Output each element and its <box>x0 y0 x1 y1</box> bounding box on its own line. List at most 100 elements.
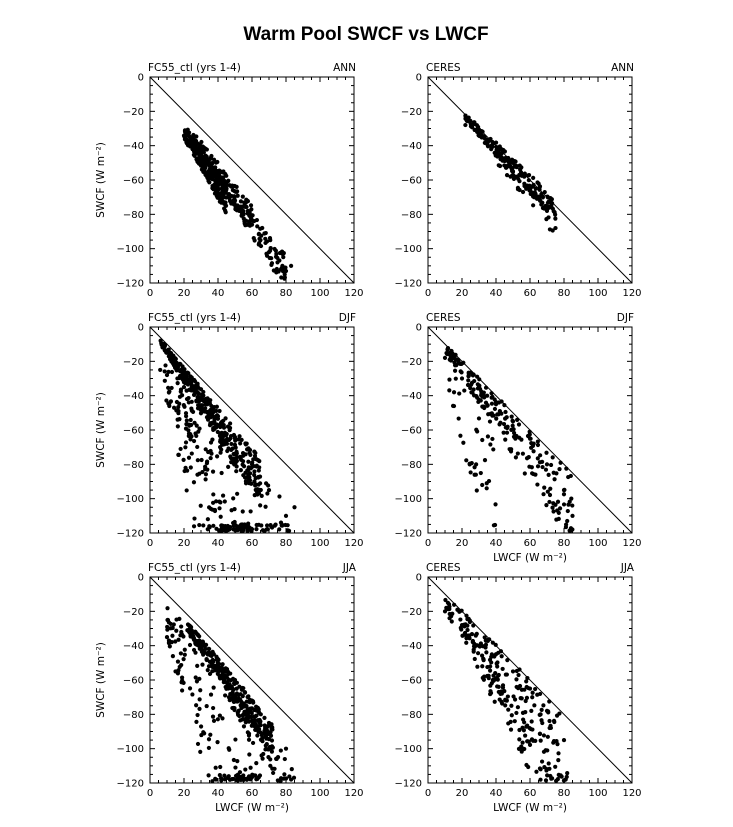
panel-right-label: DJF <box>617 312 634 324</box>
data-point <box>186 428 191 433</box>
data-point <box>530 690 535 695</box>
data-point <box>167 403 172 409</box>
data-point <box>464 458 469 463</box>
data-point <box>447 616 452 621</box>
data-point <box>542 765 547 770</box>
data-point <box>464 640 469 645</box>
data-point <box>552 477 557 482</box>
data-point <box>170 654 176 659</box>
data-point <box>282 275 287 280</box>
data-point <box>218 514 223 519</box>
data-point <box>187 686 193 691</box>
data-point <box>187 629 192 635</box>
data-point <box>231 523 236 529</box>
data-point <box>206 773 211 778</box>
data-point <box>243 720 248 725</box>
data-point <box>454 363 459 368</box>
data-point <box>462 388 467 393</box>
data-point <box>232 436 238 441</box>
data-point <box>570 503 575 508</box>
data-point <box>545 489 550 494</box>
data-point <box>240 694 245 699</box>
data-point <box>193 650 198 655</box>
data-point <box>493 502 498 507</box>
x-tick-label: 20 <box>178 288 191 299</box>
data-point <box>461 440 466 445</box>
x-tick-label: 40 <box>490 538 503 549</box>
data-point <box>535 180 540 185</box>
data-point <box>238 523 243 528</box>
data-point <box>495 412 500 417</box>
data-point <box>546 472 551 477</box>
data-point <box>263 747 268 752</box>
data-point <box>544 503 549 508</box>
data-point <box>517 737 522 742</box>
data-point <box>197 148 202 153</box>
data-point <box>483 645 488 650</box>
data-point <box>227 747 232 752</box>
data-point <box>493 152 499 157</box>
data-point <box>538 453 543 458</box>
data-point <box>525 739 530 744</box>
data-point <box>173 639 178 644</box>
data-point <box>553 225 558 231</box>
data-point <box>475 651 481 656</box>
data-point <box>561 492 567 497</box>
data-point <box>548 462 554 468</box>
data-point <box>228 524 233 530</box>
y-tick-label: −40 <box>123 641 144 652</box>
data-point <box>504 430 510 435</box>
data-point <box>487 637 492 642</box>
data-point <box>236 696 241 701</box>
scatter-points <box>164 606 297 784</box>
data-point <box>194 145 199 150</box>
data-point <box>282 756 287 762</box>
data-point <box>210 160 215 166</box>
data-point <box>488 442 493 447</box>
data-point <box>529 441 534 446</box>
data-point <box>530 471 535 476</box>
x-tick-label: 100 <box>588 538 607 549</box>
y-axis-label: SWCF (W m⁻²) <box>95 392 107 468</box>
data-point <box>250 772 255 777</box>
data-point <box>445 351 450 357</box>
y-tick-label: −60 <box>401 426 422 437</box>
data-point <box>459 370 464 375</box>
one-to-one-line <box>149 326 355 534</box>
data-point <box>540 459 545 464</box>
data-point <box>465 616 470 622</box>
data-point <box>527 186 533 191</box>
x-tick-label: 120 <box>344 288 363 299</box>
data-point <box>191 480 197 485</box>
data-point <box>221 418 226 423</box>
data-point <box>184 488 189 493</box>
data-point <box>544 462 550 467</box>
data-point <box>194 141 200 147</box>
data-point <box>194 433 199 438</box>
data-point <box>451 403 457 409</box>
data-point <box>279 275 284 280</box>
data-point <box>475 664 480 669</box>
data-point <box>247 478 253 483</box>
data-point <box>218 764 223 770</box>
data-point <box>458 433 463 438</box>
data-point <box>195 741 201 747</box>
data-point <box>556 758 561 763</box>
panel-right-label: ANN <box>333 62 356 74</box>
data-point <box>249 216 254 221</box>
data-point <box>176 452 181 457</box>
y-tick-label: −80 <box>401 210 422 221</box>
data-point <box>192 516 197 521</box>
data-point <box>158 367 163 373</box>
data-point <box>202 650 207 655</box>
data-point <box>212 182 217 188</box>
data-point <box>514 677 519 682</box>
data-point <box>491 447 496 452</box>
data-point <box>491 673 496 678</box>
data-point <box>479 389 484 394</box>
data-point <box>509 713 514 718</box>
x-tick-label: 0 <box>425 788 431 799</box>
data-point <box>208 506 214 512</box>
x-axis-label: LWCF (W m⁻²) <box>493 552 567 564</box>
data-point <box>268 523 273 528</box>
